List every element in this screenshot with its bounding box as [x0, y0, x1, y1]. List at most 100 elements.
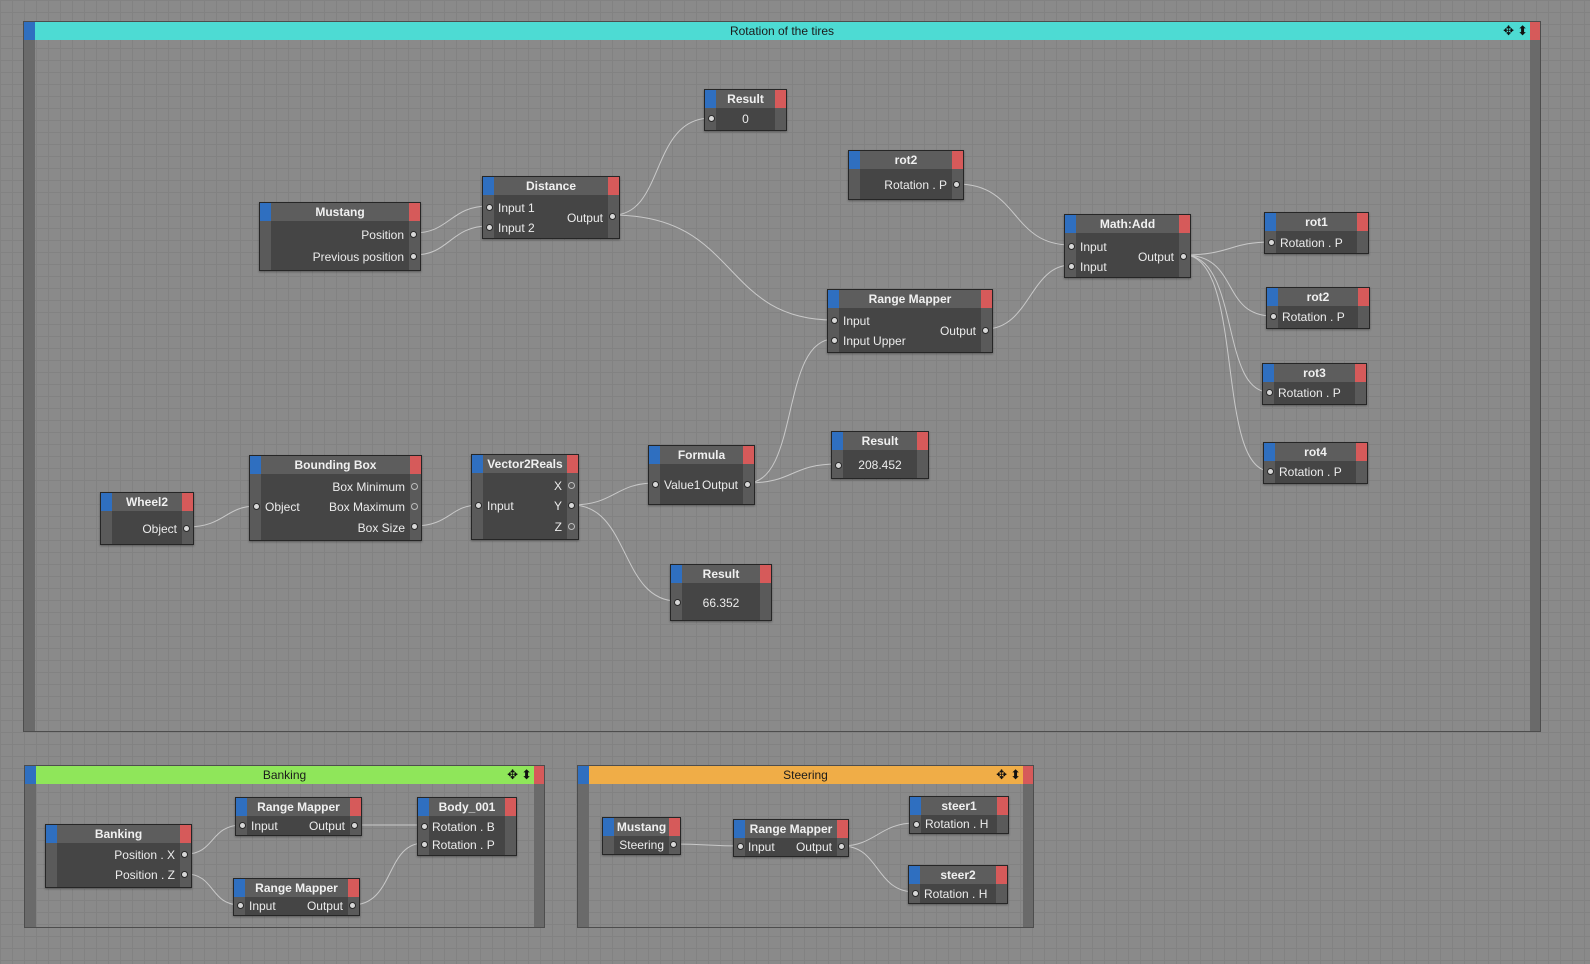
input-port[interactable]	[486, 224, 493, 231]
node-close-handle[interactable]	[1356, 443, 1367, 461]
input-port[interactable]	[912, 890, 919, 897]
input-port[interactable]	[237, 902, 244, 909]
node-close-handle[interactable]	[410, 456, 421, 474]
range-mapper-node[interactable]: Range Mapper Input Output	[235, 797, 362, 836]
range-mapper-node[interactable]: Range Mapper Input Output	[233, 878, 360, 916]
node-select-handle[interactable]	[603, 818, 614, 836]
bounding-box-node[interactable]: Bounding Box Object Box Minimum Box Maxi…	[249, 455, 422, 541]
input-port[interactable]	[1068, 263, 1075, 270]
output-port[interactable]	[181, 851, 188, 858]
collapse-icon[interactable]: ⬍	[1010, 767, 1021, 782]
move-icon[interactable]: ✥	[507, 767, 518, 782]
output-port[interactable]	[183, 525, 190, 532]
input-port[interactable]	[1268, 239, 1275, 246]
node-close-handle[interactable]	[837, 820, 848, 838]
node-header[interactable]: rot3	[1263, 364, 1366, 382]
node-select-handle[interactable]	[260, 203, 271, 221]
node-header[interactable]: Range Mapper	[234, 879, 359, 897]
node-close-handle[interactable]	[775, 90, 786, 108]
input-port[interactable]	[1266, 389, 1273, 396]
node-select-handle[interactable]	[483, 177, 494, 195]
node-close-handle[interactable]	[743, 446, 754, 464]
node-close-handle[interactable]	[409, 203, 420, 221]
rot2-source-node[interactable]: rot2 Rotation . P	[848, 150, 964, 200]
node-header[interactable]: Wheel2	[101, 493, 193, 511]
group-close-handle[interactable]	[534, 766, 544, 784]
input-port[interactable]	[421, 841, 428, 848]
node-select-handle[interactable]	[101, 493, 112, 511]
output-port[interactable]	[953, 181, 960, 188]
input-port[interactable]	[674, 599, 681, 606]
output-port[interactable]	[744, 481, 751, 488]
node-select-handle[interactable]	[1263, 364, 1274, 382]
output-port[interactable]	[1180, 253, 1187, 260]
group-banking[interactable]: Banking ✥ ⬍	[24, 765, 545, 928]
node-header[interactable]: Math:Add	[1065, 215, 1190, 233]
node-header[interactable]: Range Mapper	[828, 290, 992, 308]
node-close-handle[interactable]	[608, 177, 619, 195]
node-header[interactable]: steer1	[910, 797, 1008, 815]
rot4-node[interactable]: rot4 Rotation . P	[1263, 442, 1368, 484]
input-port[interactable]	[1068, 243, 1075, 250]
node-close-handle[interactable]	[996, 866, 1007, 884]
steer2-node[interactable]: steer2 Rotation . H	[908, 865, 1008, 904]
move-icon[interactable]: ✥	[996, 767, 1007, 782]
mustang-steering-node[interactable]: Mustang Steering	[602, 817, 681, 855]
rot3-node[interactable]: rot3 Rotation . P	[1262, 363, 1367, 405]
output-port[interactable]	[181, 871, 188, 878]
output-port[interactable]	[568, 502, 575, 509]
range-mapper-node[interactable]: Range Mapper Input Output	[733, 819, 849, 857]
result-node[interactable]: Result 66.352	[670, 564, 772, 621]
output-port[interactable]	[349, 902, 356, 909]
group-select-handle[interactable]	[578, 766, 589, 784]
input-port[interactable]	[831, 337, 838, 344]
output-port[interactable]	[411, 523, 418, 530]
output-port[interactable]	[411, 483, 418, 490]
node-select-handle[interactable]	[1265, 213, 1276, 231]
node-header[interactable]: Result	[705, 90, 786, 108]
node-select-handle[interactable]	[418, 798, 429, 816]
node-close-handle[interactable]	[981, 290, 992, 308]
node-header[interactable]: rot4	[1264, 443, 1367, 461]
body-001-node[interactable]: Body_001 Rotation . B Rotation . P	[417, 797, 517, 856]
node-select-handle[interactable]	[250, 456, 261, 474]
node-select-handle[interactable]	[46, 825, 57, 843]
output-port[interactable]	[411, 503, 418, 510]
input-port[interactable]	[913, 821, 920, 828]
node-close-handle[interactable]	[350, 798, 361, 816]
range-mapper-node[interactable]: Range Mapper Input Input Upper Output	[827, 289, 993, 353]
result-node[interactable]: Result 0	[704, 89, 787, 131]
output-port[interactable]	[568, 523, 575, 530]
rot2-node[interactable]: rot2 Rotation . P	[1266, 287, 1370, 329]
node-header[interactable]: rot2	[849, 151, 963, 169]
node-select-handle[interactable]	[849, 151, 860, 169]
steer1-node[interactable]: steer1 Rotation . H	[909, 796, 1009, 834]
rot1-node[interactable]: rot1 Rotation . P	[1264, 212, 1369, 254]
node-header[interactable]: Vector2Reals	[472, 455, 578, 473]
output-port[interactable]	[410, 253, 417, 260]
node-select-handle[interactable]	[734, 820, 745, 838]
node-close-handle[interactable]	[1355, 364, 1366, 382]
collapse-icon[interactable]: ⬍	[521, 767, 532, 782]
node-header[interactable]: rot2	[1267, 288, 1369, 306]
group-header[interactable]: Rotation of the tires	[24, 22, 1540, 40]
node-close-handle[interactable]	[952, 151, 963, 169]
input-port[interactable]	[421, 823, 428, 830]
node-header[interactable]: Range Mapper	[734, 820, 848, 838]
input-port[interactable]	[475, 502, 482, 509]
node-close-handle[interactable]	[567, 455, 578, 473]
input-port[interactable]	[486, 204, 493, 211]
node-close-handle[interactable]	[182, 493, 193, 511]
output-port[interactable]	[568, 482, 575, 489]
node-close-handle[interactable]	[1179, 215, 1190, 233]
node-header[interactable]: Body_001	[418, 798, 516, 816]
input-port[interactable]	[253, 503, 260, 510]
mustang-node[interactable]: Mustang Position Previous position	[259, 202, 421, 271]
output-port[interactable]	[410, 231, 417, 238]
node-close-handle[interactable]	[348, 879, 359, 897]
node-select-handle[interactable]	[234, 879, 245, 897]
node-close-handle[interactable]	[760, 565, 771, 583]
node-close-handle[interactable]	[180, 825, 191, 843]
input-port[interactable]	[737, 843, 744, 850]
node-close-handle[interactable]	[669, 818, 680, 836]
